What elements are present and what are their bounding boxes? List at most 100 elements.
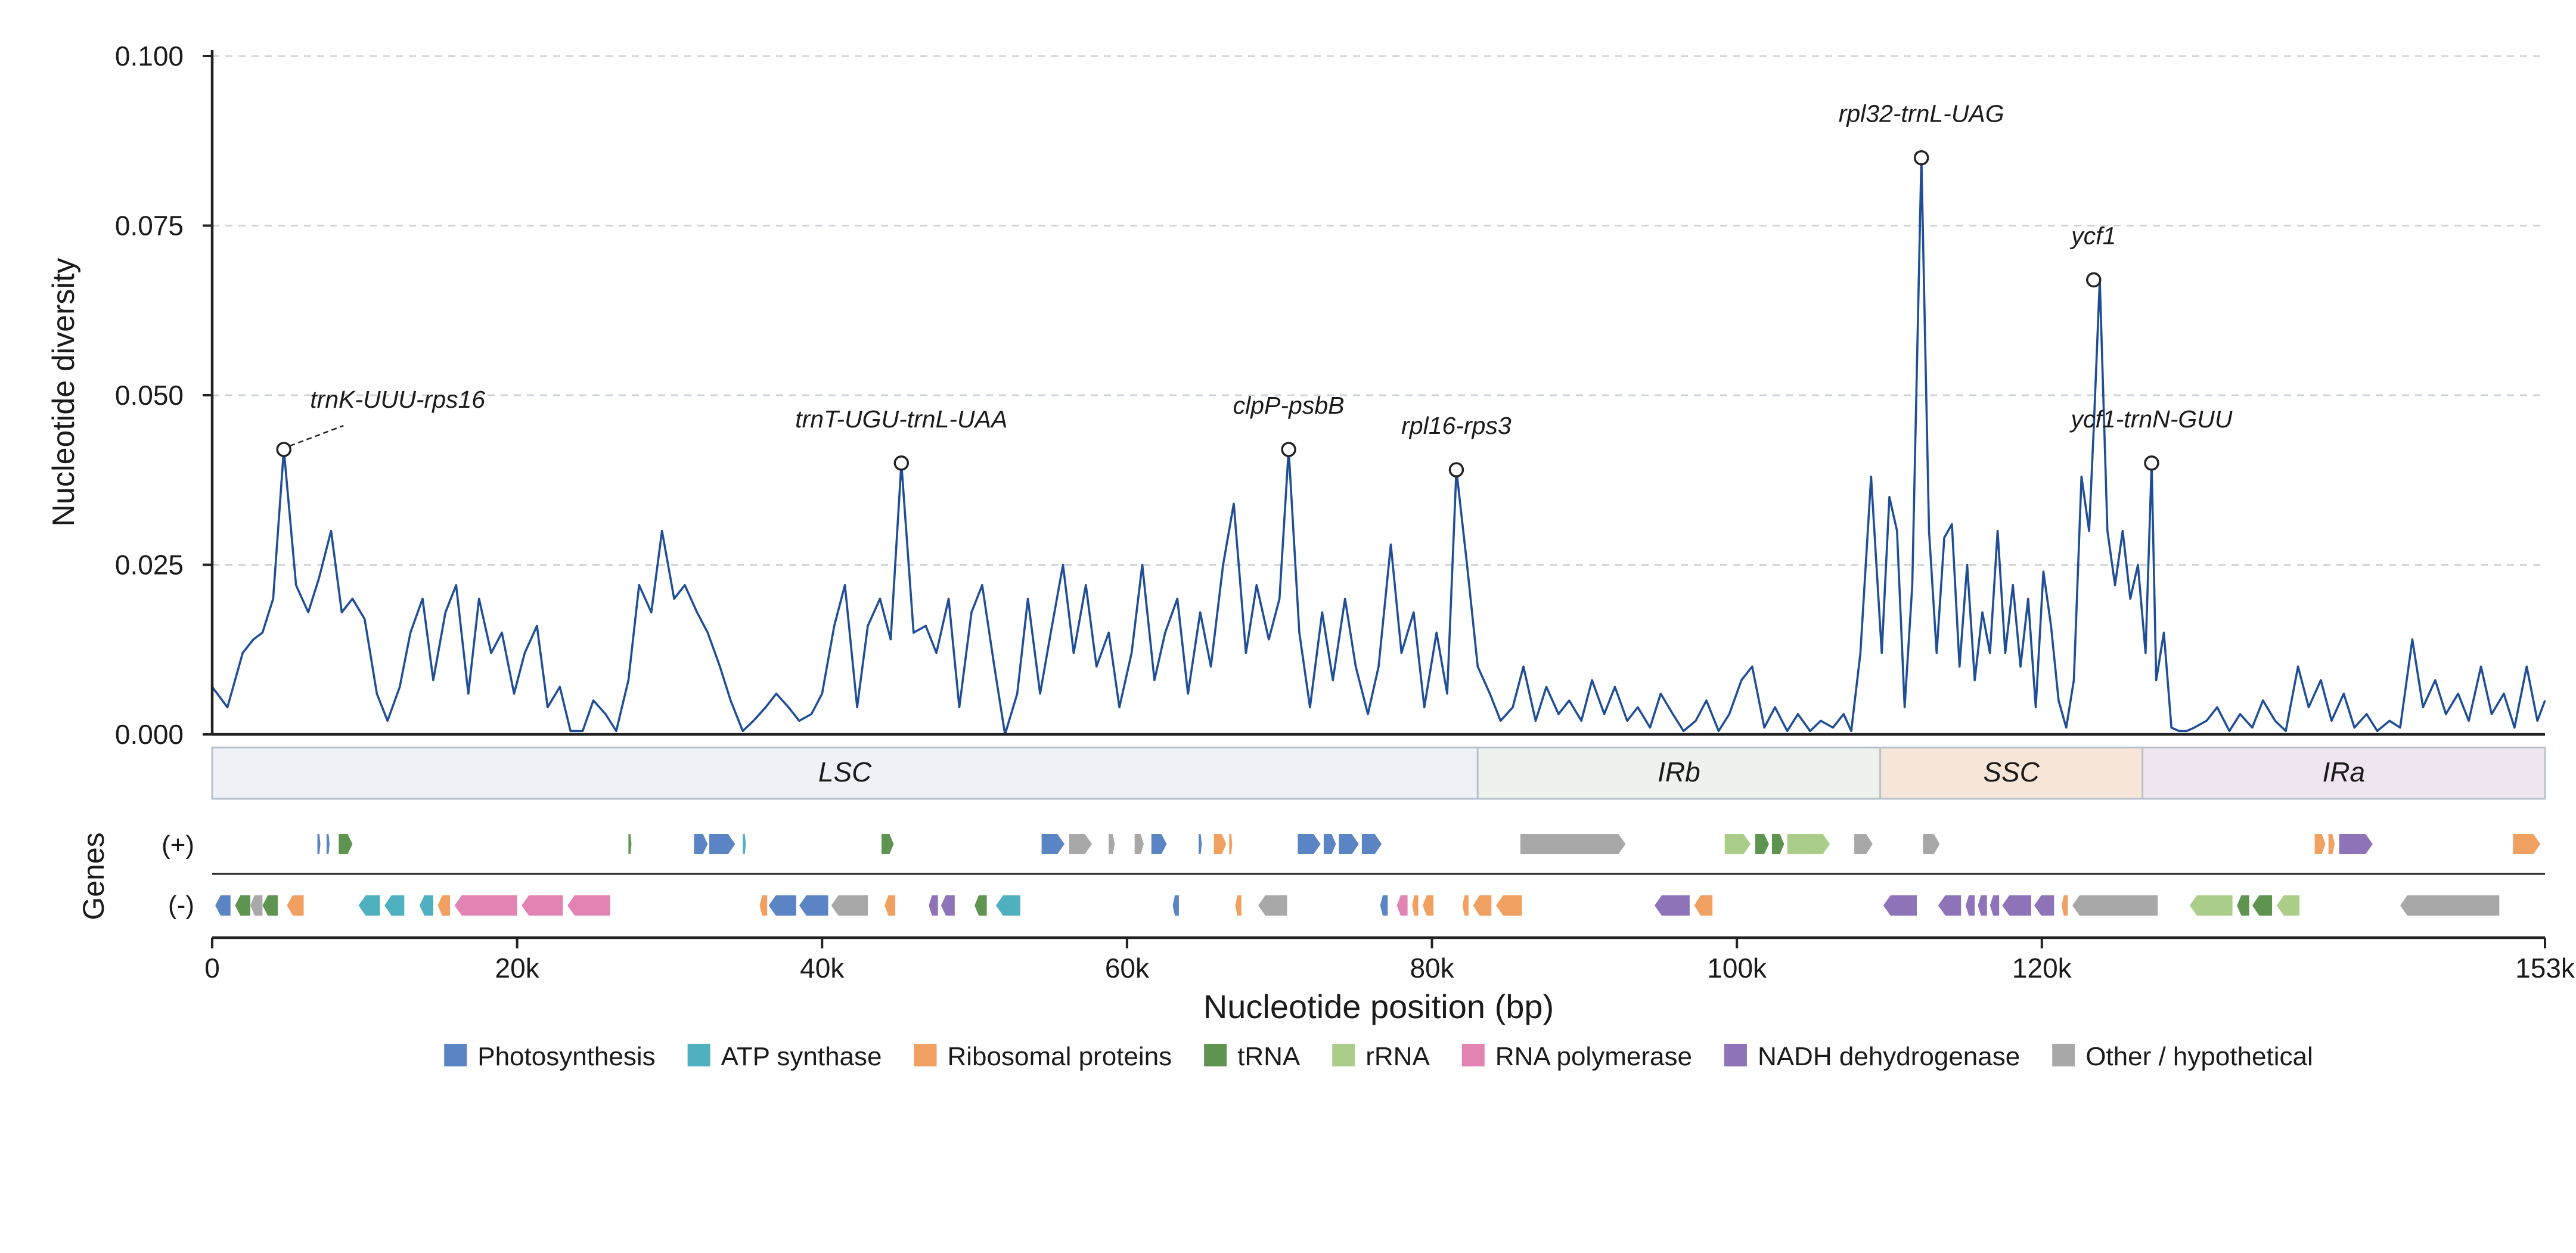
legend-swatch — [1204, 1044, 1227, 1066]
legend-label: NADH dehydrogenase — [1758, 1042, 2020, 1071]
peak-label: rpl16-rps3 — [1401, 412, 1512, 439]
gene-arrow — [339, 834, 353, 854]
y-axis-ticks: 0.000 0.025 0.050 0.075 0.100 — [115, 41, 212, 750]
region-band — [2142, 746, 2546, 800]
gene-arrow — [1396, 895, 1408, 916]
legend-label: Photosynthesis — [477, 1042, 655, 1071]
region-band — [1879, 746, 2144, 800]
peak-marker — [1281, 442, 1296, 457]
x-tick-label: 100k — [1707, 953, 1767, 984]
gene-arrow — [1423, 895, 1434, 916]
gene-arrow — [709, 834, 735, 854]
gene-arrow — [1787, 834, 1830, 854]
gene-arrow — [2189, 895, 2233, 916]
gene-arrow — [522, 895, 563, 916]
peak-label: clpP-psbB — [1233, 392, 1345, 419]
gene-arrow — [1298, 834, 1321, 854]
gene-arrow — [1883, 895, 1917, 916]
gene-arrow — [1965, 895, 1975, 916]
y-tick-label: 0.000 — [115, 719, 184, 750]
y-tick-label: 0.050 — [115, 380, 184, 411]
legend-label: RNA polymerase — [1495, 1042, 1692, 1071]
gene-arrow — [567, 895, 610, 916]
region-label: IRb — [1658, 756, 1700, 787]
gene-arrow — [384, 895, 405, 916]
legend-label: Other / hypothetical — [2085, 1042, 2313, 1071]
gene-arrow — [2339, 834, 2373, 854]
gene-arrow — [1520, 834, 1626, 854]
gene-arrow — [2072, 895, 2158, 916]
peak-label: trnK-UUU-rps16 — [310, 386, 485, 413]
grid-lines — [212, 55, 2545, 566]
gene-arrow — [262, 895, 278, 916]
gene-arrow — [831, 895, 868, 916]
gene-arrow — [1361, 834, 1382, 854]
gene-arrow — [1213, 834, 1227, 854]
peak-marker — [2086, 272, 2102, 288]
gene-arrow — [799, 895, 828, 916]
legend-label: Ribosomal proteins — [947, 1042, 1172, 1071]
gene-arrow — [694, 834, 708, 854]
gene-arrow — [287, 895, 304, 916]
gene-arrow — [929, 895, 938, 916]
gene-arrow — [1938, 895, 1962, 916]
gene-arrow — [1134, 834, 1144, 854]
gene-arrow — [2314, 834, 2326, 854]
peak-marker — [893, 455, 910, 471]
gene-arrow — [1694, 895, 1713, 916]
gene-arrow — [1978, 895, 1987, 916]
legend-swatch — [1724, 1044, 1747, 1066]
gene-arrow — [2002, 895, 2031, 916]
gene-arrow — [1990, 895, 2000, 916]
plus-strand-label: (+) — [162, 830, 194, 860]
gene-arrow — [2276, 895, 2300, 916]
region-label: LSC — [818, 756, 872, 787]
gene-arrow — [1069, 834, 1093, 854]
gene-map-track — [215, 834, 2541, 916]
gene-arrow — [215, 895, 231, 916]
gene-arrow — [743, 834, 746, 854]
peak-marker — [2144, 455, 2159, 471]
gene-arrow — [768, 895, 796, 916]
gene-arrow — [1473, 895, 1492, 916]
peak-marker — [1913, 150, 1929, 166]
gene-arrow — [995, 895, 1020, 916]
gene-arrow — [1755, 834, 1769, 854]
y-axis-label: Nucleotide diversity — [46, 258, 81, 527]
genes-track-label: Genes — [77, 832, 110, 920]
x-tick-label: 60k — [1105, 953, 1150, 984]
peak-label: ycf1-trnN-GUU — [2069, 405, 2232, 433]
y-tick-label: 0.100 — [115, 41, 184, 72]
gene-arrow — [2328, 834, 2335, 854]
gene-arrow — [1923, 834, 1940, 854]
gene-arrow — [759, 895, 768, 916]
gene-arrow — [235, 895, 250, 916]
x-axis-ticks: 0 20k 40k 60k 80k 100k 120k 153k — [204, 938, 2575, 984]
x-tick-label: 20k — [495, 953, 540, 984]
diversity-line-series — [211, 156, 2546, 736]
gene-arrow — [1724, 834, 1751, 854]
y-tick-label: 0.075 — [115, 210, 184, 241]
gene-arrow — [250, 895, 263, 916]
peak-label: ycf1 — [2069, 222, 2116, 250]
legend: Photosynthesis ATP synthase Ribosomal prot… — [444, 1042, 2313, 1071]
legend-swatch — [1332, 1044, 1355, 1066]
y-tick-label: 0.025 — [115, 550, 184, 581]
region-label: IRa — [2323, 756, 2366, 787]
x-tick-label: 153k — [2515, 953, 2575, 984]
peak-marker — [1448, 462, 1464, 477]
legend-label: ATP synthase — [721, 1042, 882, 1071]
gene-arrow — [1258, 895, 1287, 916]
gene-arrow — [1772, 834, 1784, 854]
legend-swatch — [444, 1044, 467, 1066]
gene-arrow — [1229, 834, 1233, 854]
legend-swatch — [914, 1044, 937, 1066]
region-band — [211, 746, 1479, 800]
gene-arrow — [1655, 895, 1690, 916]
legend-label: tRNA — [1237, 1042, 1301, 1071]
x-tick-label: 40k — [800, 953, 845, 984]
gene-arrow — [317, 834, 321, 854]
gene-arrow — [2062, 895, 2068, 916]
gene-arrow — [2513, 834, 2541, 854]
